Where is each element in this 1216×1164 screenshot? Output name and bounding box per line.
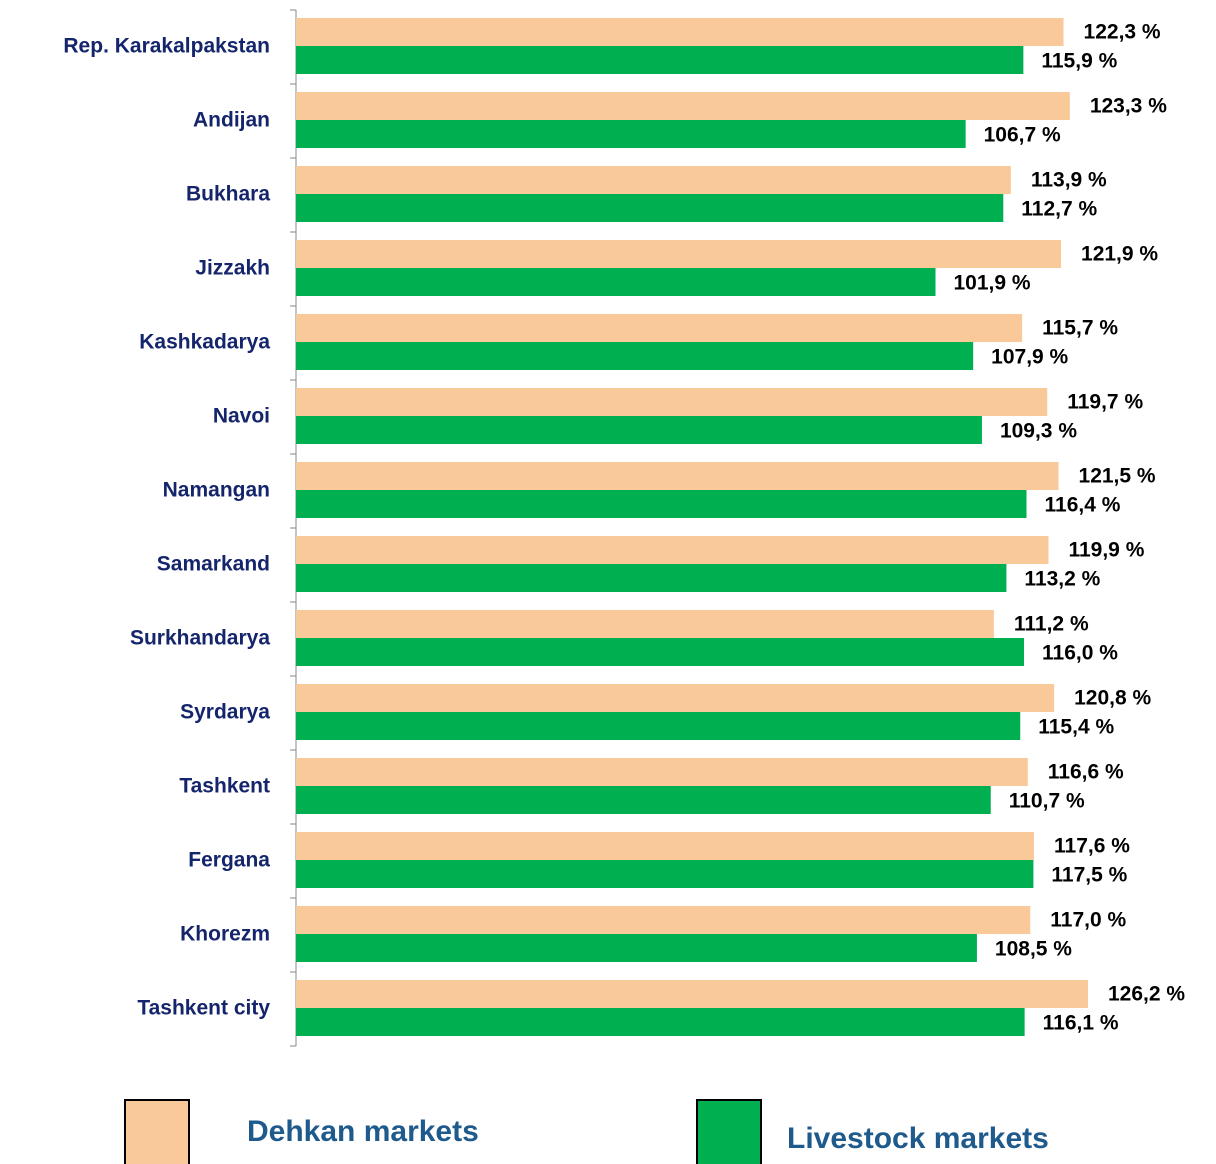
- value-label: 121,9 %: [1081, 243, 1158, 266]
- value-label: 115,4 %: [1038, 716, 1114, 739]
- bar: [296, 490, 1027, 518]
- category-label: Namangan: [163, 479, 270, 502]
- category-label: Surkhandarya: [130, 627, 270, 650]
- category-label: Tashkent city: [137, 997, 270, 1020]
- category-label: Syrdarya: [180, 701, 270, 724]
- value-label: 116,0 %: [1042, 642, 1118, 665]
- bar: [296, 638, 1024, 666]
- value-label: 112,7 %: [1021, 198, 1097, 221]
- value-label: 119,9 %: [1068, 539, 1144, 562]
- bar: [296, 240, 1062, 268]
- category-label: Rep. Karakalpakstan: [63, 35, 270, 58]
- value-label: 113,9 %: [1031, 169, 1107, 192]
- bar: [296, 758, 1028, 786]
- bar: [296, 860, 1034, 888]
- bar: [296, 462, 1059, 490]
- bar: [296, 684, 1055, 712]
- bar: [296, 268, 936, 296]
- bar: [296, 712, 1021, 740]
- value-label: 106,7 %: [984, 124, 1061, 147]
- category-label: Fergana: [188, 849, 270, 872]
- value-label: 117,6 %: [1054, 835, 1130, 858]
- bar: [296, 388, 1048, 416]
- category-label: Kashkadarya: [139, 331, 270, 354]
- value-label: 111,2 %: [1014, 613, 1089, 636]
- value-label: 115,7 %: [1042, 317, 1118, 340]
- legend-label: Livestock markets: [787, 1122, 1049, 1155]
- category-label: Andijan: [193, 109, 270, 132]
- value-label: 117,5 %: [1051, 864, 1127, 887]
- value-label: 122,3 %: [1084, 21, 1161, 44]
- bar: [296, 536, 1049, 564]
- value-label: 101,9 %: [954, 272, 1031, 295]
- value-label: 109,3 %: [1000, 420, 1077, 443]
- category-label: Navoi: [213, 405, 270, 428]
- value-label: 123,3 %: [1090, 95, 1167, 118]
- bar: [296, 1008, 1025, 1036]
- category-label: Bukhara: [186, 183, 270, 206]
- bar: [296, 18, 1064, 46]
- value-label: 108,5 %: [995, 938, 1072, 961]
- value-label: 113,2 %: [1024, 568, 1100, 591]
- bar: [296, 906, 1031, 934]
- category-label: Khorezm: [180, 923, 270, 946]
- value-label: 117,0 %: [1050, 909, 1126, 932]
- bar: [296, 166, 1011, 194]
- value-label: 110,7 %: [1009, 790, 1085, 813]
- value-label: 120,8 %: [1074, 687, 1151, 710]
- value-label: 116,4 %: [1045, 494, 1121, 517]
- legend-swatch: [124, 1099, 190, 1164]
- bar: [296, 610, 994, 638]
- bar: [296, 416, 982, 444]
- bar: [296, 564, 1007, 592]
- category-label: Samarkand: [157, 553, 270, 576]
- value-label: 116,1 %: [1043, 1012, 1119, 1035]
- bar: [296, 786, 991, 814]
- category-label: Jizzakh: [195, 257, 270, 280]
- legend-label: Dehkan markets: [247, 1115, 479, 1148]
- category-label: Tashkent: [179, 775, 270, 798]
- value-label: 119,7 %: [1067, 391, 1143, 414]
- bar: [296, 46, 1024, 74]
- bar: [296, 194, 1004, 222]
- value-label: 126,2 %: [1108, 983, 1185, 1006]
- bar: [296, 342, 974, 370]
- bar: [296, 314, 1023, 342]
- value-label: 115,9 %: [1041, 50, 1117, 73]
- bar: [296, 120, 966, 148]
- bar: [296, 92, 1070, 120]
- value-label: 116,6 %: [1048, 761, 1124, 784]
- legend-swatch: [696, 1099, 762, 1164]
- bar: [296, 934, 977, 962]
- value-label: 107,9 %: [991, 346, 1068, 369]
- bar: [296, 832, 1035, 860]
- bar: [296, 980, 1089, 1008]
- value-label: 121,5 %: [1079, 465, 1156, 488]
